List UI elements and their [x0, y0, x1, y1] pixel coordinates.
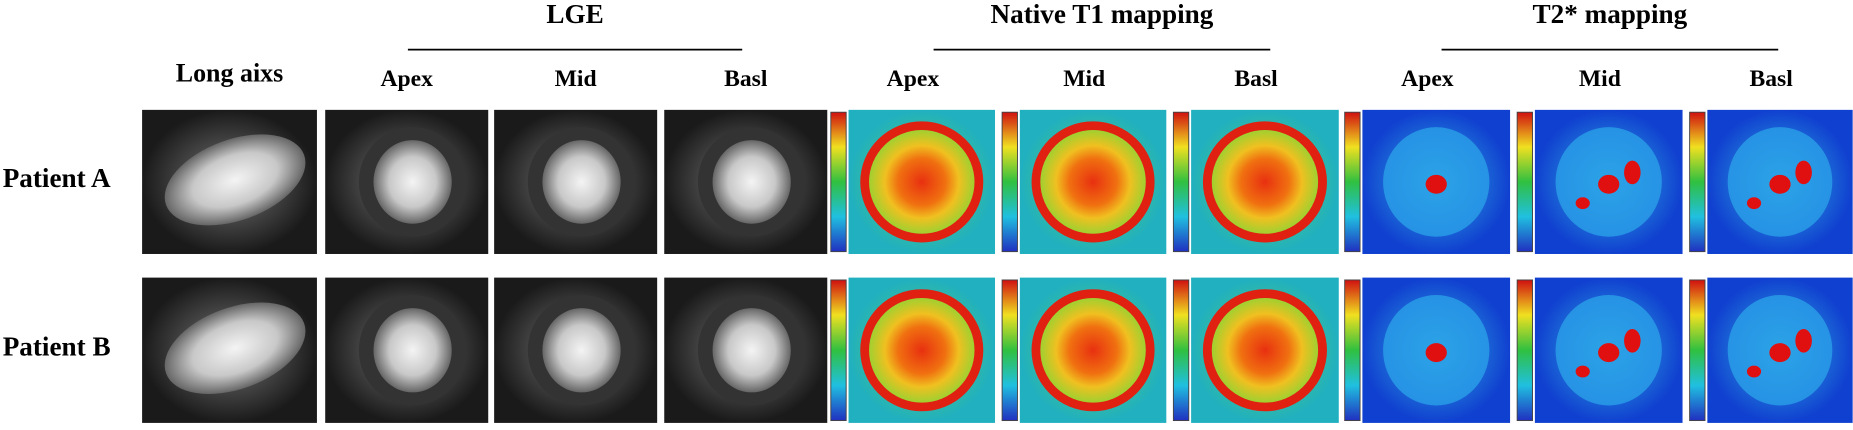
mri-image [1516, 109, 1683, 254]
mri-image [1344, 277, 1511, 423]
blood-pool [869, 297, 975, 403]
hot-spot [1746, 197, 1762, 210]
hot-spot [1575, 365, 1590, 378]
blood-pool [1040, 297, 1146, 403]
column-label: Mid [1063, 66, 1105, 92]
blood-pool [542, 140, 621, 224]
hot-spot [1746, 365, 1762, 378]
mri-image [664, 277, 828, 423]
mri-image [1344, 109, 1511, 254]
blood-pool [712, 140, 791, 224]
colorbar [1689, 279, 1706, 422]
mri-image [664, 109, 828, 254]
row-label: Patient A [3, 163, 111, 193]
blood-pool [712, 308, 791, 393]
blood-pool [869, 130, 975, 234]
colorbar [1344, 279, 1361, 422]
mri-image [1689, 277, 1853, 423]
column-label: Long aixs [176, 59, 284, 88]
heart-long-axis [164, 134, 306, 226]
hot-spot [1624, 160, 1641, 185]
mri-image [494, 277, 658, 423]
hot-spot [1624, 328, 1641, 353]
blood-pool [373, 140, 452, 224]
mri-image [325, 277, 489, 423]
hot-spot [1575, 197, 1590, 210]
blood-pool [1040, 130, 1146, 234]
colorbar [1516, 111, 1533, 253]
colorbar [830, 279, 847, 422]
colorbar [1001, 111, 1018, 253]
blood-pool [1211, 130, 1319, 234]
colorbar [1172, 279, 1190, 422]
column-label: Basl [1234, 66, 1278, 92]
hot-spot [1769, 174, 1791, 194]
mri-image [142, 109, 317, 254]
row-label: Patient B [3, 331, 111, 361]
colorbar [1344, 111, 1361, 253]
column-label: Mid [1579, 66, 1621, 92]
hot-spot [1769, 343, 1791, 363]
group-title: LGE [546, 0, 603, 29]
mri-image [1172, 277, 1339, 423]
mri-image [1172, 109, 1339, 254]
colorbar [1689, 111, 1706, 253]
blood-pool [373, 308, 452, 393]
colorbar [1516, 279, 1533, 422]
blood-pool [1211, 297, 1319, 403]
group-title: T2* mapping [1533, 0, 1688, 29]
mri-image [830, 277, 996, 423]
hot-spot [1795, 160, 1812, 185]
blood-pool [542, 308, 621, 393]
group-title: Native T1 mapping [991, 0, 1214, 29]
mri-image [325, 109, 489, 254]
hot-spot [1425, 343, 1447, 363]
mri-image [142, 277, 317, 423]
column-label: Apex [1401, 66, 1454, 92]
mri-image [1001, 277, 1167, 423]
colorbar [1172, 111, 1190, 253]
column-label: Apex [887, 66, 940, 92]
column-label: Mid [555, 66, 597, 92]
colorbar [830, 111, 847, 253]
hot-spot [1598, 343, 1620, 363]
colorbar [1001, 279, 1018, 422]
column-label: Basl [1749, 66, 1793, 92]
heart-long-axis [164, 302, 306, 394]
hot-spot [1425, 174, 1447, 194]
mri-image [494, 109, 658, 254]
mri-image [1689, 109, 1853, 254]
mri-image [1001, 109, 1167, 254]
mri-image [830, 109, 996, 254]
hot-spot [1598, 174, 1620, 194]
column-label: Basl [724, 66, 768, 92]
mri-image [1516, 277, 1683, 423]
hot-spot [1795, 328, 1812, 353]
column-label: Apex [380, 66, 433, 92]
